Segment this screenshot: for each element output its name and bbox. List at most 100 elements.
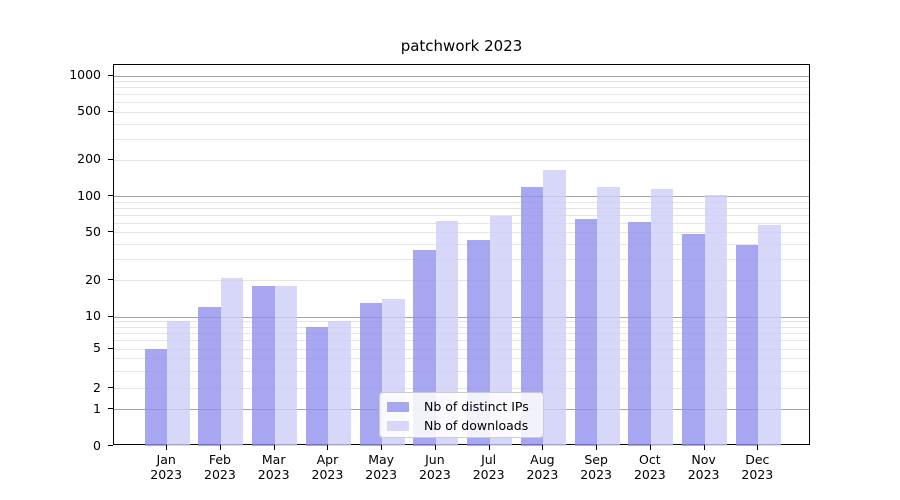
legend: Nb of distinct IPs Nb of downloads (379, 392, 544, 438)
bar-nb-of-downloads-jun-2023 (435, 221, 459, 446)
x-tick-label: Nov 2023 (674, 452, 734, 482)
x-tick-label-line: 2023 (257, 466, 290, 482)
y-tick-mark (108, 159, 113, 160)
chart-title: patchwork 2023 (400, 37, 523, 55)
bar-nb-of-downloads-jul-2023 (489, 216, 513, 446)
y-tick-mark (108, 231, 113, 232)
x-tick-label-line: 2023 (150, 466, 183, 482)
bar-nb-of-distinct-ips-nov-2023 (682, 234, 705, 446)
y-gridline-minor (114, 280, 809, 282)
bar-nb-of-distinct-ips-dec-2023 (735, 245, 759, 446)
y-gridline-minor (114, 244, 809, 245)
x-tick-label: Oct 2023 (620, 452, 680, 482)
y-tick-mark (108, 445, 113, 446)
y-gridline-minor (114, 201, 809, 203)
y-gridline-minor (114, 370, 809, 372)
bar-nb-of-downloads-jan-2023 (167, 321, 190, 446)
bar-nb-of-downloads-aug-2023 (543, 169, 566, 446)
x-tick-label-line: 2023 (311, 466, 344, 482)
x-tick-mark (489, 445, 490, 450)
x-tick-label-line: Oct (639, 452, 661, 467)
y-gridline-minor (114, 321, 809, 323)
x-tick-mark (757, 445, 758, 450)
y-tick-mark (108, 279, 113, 280)
y-gridline-minor (114, 102, 809, 104)
x-tick-label: Jun 2023 (405, 452, 465, 482)
y-tick-mark (108, 348, 113, 349)
bar-nb-of-distinct-ips-sep-2023 (574, 219, 598, 446)
y-tick-mark (108, 408, 113, 409)
legend-label-distinct-ips: Nb of distinct IPs (424, 399, 529, 414)
x-tick-label: Apr 2023 (297, 452, 357, 482)
y-gridline-minor (114, 94, 809, 96)
y-tick-mark (108, 75, 113, 76)
legend-label-downloads: Nb of downloads (424, 418, 529, 433)
y-tick-label: 0 (93, 437, 101, 453)
x-tick-label-line: Apr (316, 452, 339, 467)
legend-swatch-downloads (387, 420, 409, 431)
plot-area (113, 64, 810, 446)
y-tick-label: 200 (77, 151, 101, 167)
y-tick-label: 20 (85, 271, 101, 287)
x-tick-label-line: 2023 (526, 466, 559, 482)
y-gridline-minor (114, 138, 809, 140)
bar-nb-of-downloads-dec-2023 (758, 224, 781, 446)
x-tick-label-line: Feb (208, 452, 231, 467)
y-gridline-minor (114, 348, 809, 350)
x-tick-label-line: 2023 (633, 466, 666, 482)
x-tick-mark (542, 445, 543, 450)
y-tick-label: 2 (93, 379, 101, 395)
y-tick-mark (108, 387, 113, 388)
x-tick-label-line: 2023 (741, 466, 774, 482)
x-tick-mark (166, 445, 167, 450)
x-tick-mark (596, 445, 597, 450)
y-gridline-minor (114, 388, 809, 389)
y-tick-mark (108, 316, 113, 317)
y-gridline-minor (114, 87, 809, 89)
y-gridline-minor (114, 159, 809, 161)
x-tick-label: May 2023 (351, 452, 411, 482)
x-tick-label-line: Mar (261, 452, 286, 467)
x-tick-label: Dec 2023 (727, 452, 787, 482)
x-tick-label-line: Nov (691, 452, 716, 467)
bar-nb-of-downloads-oct-2023 (650, 188, 674, 446)
legend-swatch-distinct-ips (387, 401, 409, 412)
bar-nb-of-distinct-ips-jan-2023 (144, 348, 168, 446)
bar-nb-of-distinct-ips-apr-2023 (305, 326, 329, 446)
x-tick-label-line: Sep (584, 452, 608, 467)
bar-nb-of-distinct-ips-feb-2023 (198, 306, 221, 446)
x-tick-label-line: Dec (745, 452, 770, 467)
bar-nb-of-distinct-ips-may-2023 (359, 302, 383, 446)
x-tick-label: Jul 2023 (459, 452, 519, 482)
y-gridline-minor (114, 326, 809, 328)
y-tick-label: 100 (77, 187, 101, 203)
y-tick-label: 1000 (69, 67, 101, 83)
x-tick-label-line: May (368, 452, 395, 467)
x-tick-label-line: Jun (425, 452, 445, 467)
bar-nb-of-downloads-mar-2023 (274, 285, 298, 446)
y-tick-mark (108, 111, 113, 112)
x-tick-mark (220, 445, 221, 450)
bar-nb-of-downloads-sep-2023 (597, 186, 620, 446)
y-gridline-major (114, 75, 809, 77)
y-tick-label: 5 (93, 340, 101, 355)
y-tick-label: 1 (93, 400, 101, 416)
y-gridline-minor (114, 123, 809, 125)
x-tick-mark (327, 445, 328, 450)
x-tick-label: Feb 2023 (190, 452, 250, 482)
y-gridline-minor (114, 81, 809, 83)
x-tick-label-line: 2023 (687, 466, 720, 482)
y-gridline-minor (114, 232, 809, 234)
legend-item-downloads: Nb of downloads (387, 417, 543, 434)
y-tick-label: 50 (85, 223, 101, 239)
y-tick-label: 10 (85, 308, 101, 323)
bar-nb-of-downloads-apr-2023 (328, 321, 351, 446)
x-tick-mark (650, 445, 651, 450)
x-tick-label-line: 2023 (472, 466, 505, 482)
y-tick-label: 500 (77, 103, 101, 119)
x-tick-label-line: Aug (530, 452, 555, 467)
y-gridline-minor (114, 111, 809, 113)
x-tick-label: Aug 2023 (512, 452, 572, 482)
x-tick-mark (435, 445, 436, 450)
